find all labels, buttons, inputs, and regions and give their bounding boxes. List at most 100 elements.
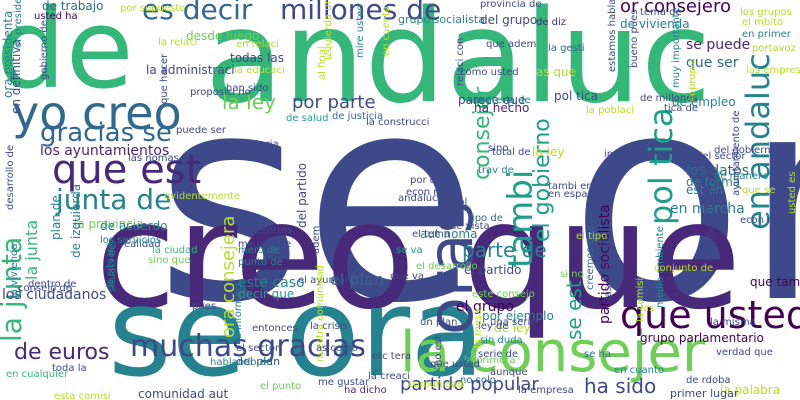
- word: plan de: [49, 195, 63, 240]
- word: creo que: [95, 170, 742, 342]
- word: el ayuntamiento: [298, 275, 380, 286]
- word: portavoz del: [752, 43, 800, 54]
- word: ley de: [478, 321, 509, 332]
- word: yo creo: [12, 86, 182, 140]
- word: trav de: [478, 165, 514, 176]
- word: or presidente: [13, 0, 24, 48]
- word: comunidad: [408, 379, 464, 390]
- word: junta de: [56, 183, 172, 216]
- word: pol tica: [554, 89, 599, 103]
- word: se puede: [686, 37, 751, 53]
- word: hablando de: [210, 357, 273, 368]
- word: sino: [488, 143, 509, 154]
- word: se ha: [584, 349, 612, 360]
- word: de millones: [640, 93, 698, 104]
- word: en relaci: [236, 39, 279, 50]
- word: partido popular: [400, 374, 539, 395]
- word: sin duda: [480, 335, 523, 346]
- word: la primera: [464, 355, 516, 366]
- word: se or: [155, 34, 800, 366]
- word: andaluc: [205, 0, 712, 132]
- word: no solo: [460, 375, 496, 386]
- word: por parte: [292, 92, 376, 113]
- word: en marcha: [670, 201, 745, 217]
- word: la ciudad: [152, 245, 198, 256]
- word: dentro de: [28, 279, 77, 290]
- word: por supuesto: [120, 3, 186, 14]
- word: me parece: [238, 239, 292, 250]
- word: bueno pues: [629, 9, 640, 68]
- word: el plan: [330, 270, 384, 289]
- word: el tema: [412, 229, 451, 240]
- word: la palabra: [720, 383, 781, 397]
- word: pues: [192, 301, 217, 312]
- word: incluso: [604, 149, 640, 160]
- word: se ora: [108, 262, 485, 400]
- word: del grupo: [480, 13, 538, 27]
- word: mero de: [238, 245, 280, 256]
- word: del gobierno: [714, 145, 777, 156]
- word: mire usted: [355, 4, 366, 58]
- word: as que: [536, 65, 577, 79]
- word: que va: [390, 271, 425, 282]
- word: punto de: [238, 257, 283, 268]
- word: verdad que: [716, 347, 773, 358]
- word: ayuntamiento de: [731, 110, 742, 197]
- word: de trabajo: [42, 0, 104, 13]
- word: la misma: [710, 317, 756, 328]
- word: de empleo: [672, 95, 736, 109]
- word: la mesa: [473, 308, 484, 348]
- word: en cuenta: [381, 5, 392, 56]
- word: de euros: [14, 340, 110, 365]
- word: provincia de: [480, 0, 542, 10]
- word: la realidad: [108, 239, 161, 250]
- word: este consejo: [472, 289, 535, 300]
- word: la gesti: [548, 43, 585, 54]
- word: se est: [562, 280, 586, 340]
- word: parte de: [462, 238, 547, 262]
- word: en espa: [548, 189, 588, 200]
- word: desde luego: [186, 29, 260, 43]
- word: la poblaci: [586, 105, 635, 116]
- word: usted ha: [34, 11, 78, 22]
- word: de salud: [286, 113, 329, 124]
- word: de rdoba: [686, 375, 731, 386]
- word: que tambi: [750, 275, 800, 289]
- word: la consejer: [400, 320, 705, 385]
- word: consejo de: [18, 283, 72, 294]
- word: un plan: [420, 317, 458, 328]
- word: las personas: [603, 237, 614, 300]
- word: los centros: [238, 225, 293, 236]
- word: los grupos: [740, 7, 792, 18]
- word: comunidad aut: [138, 387, 229, 400]
- word: econ mico: [740, 215, 792, 226]
- word: desarrollo de: [5, 144, 16, 210]
- word: izquierda unida: [323, 0, 334, 60]
- word: se va: [396, 245, 423, 256]
- word: aut noma: [420, 227, 478, 241]
- word: parece que: [458, 93, 526, 107]
- word: ha dicho: [344, 385, 387, 396]
- word: todas las: [230, 51, 285, 65]
- word: la construcci: [366, 117, 430, 128]
- word: adem: [311, 225, 322, 254]
- word: en materia: [224, 139, 279, 150]
- word: de: [0, 0, 134, 113]
- word: como usted: [460, 67, 519, 78]
- word: el punto: [260, 381, 302, 392]
- word: usted es: [787, 171, 798, 214]
- word: de manera: [714, 171, 769, 182]
- word: que usted: [620, 293, 800, 337]
- word: han sido: [226, 83, 269, 94]
- word: por ejemplo: [482, 309, 554, 323]
- word: tema de: [640, 7, 682, 18]
- word: las: [640, 303, 655, 314]
- word: si no: [560, 269, 584, 280]
- word: la pol: [440, 197, 468, 208]
- word: que est: [52, 147, 202, 193]
- word: las nomas: [128, 153, 179, 164]
- word: la creaci: [368, 371, 411, 382]
- word: gracias se: [40, 118, 172, 148]
- word: del partido: [295, 162, 309, 228]
- word: andaluc con: [398, 193, 459, 204]
